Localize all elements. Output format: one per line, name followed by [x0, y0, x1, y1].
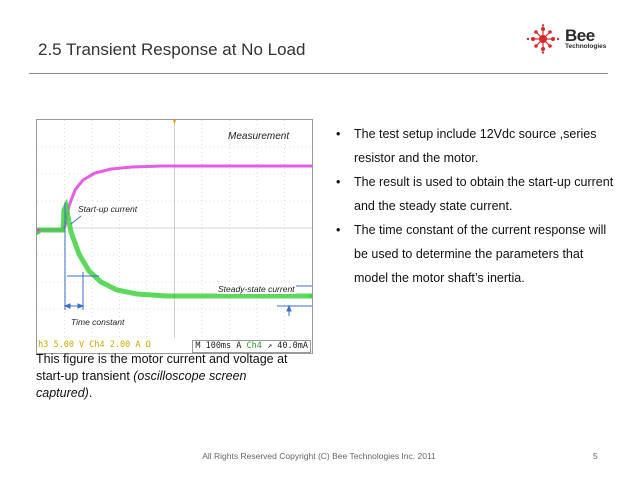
- start-up-current-label: Start-up current: [77, 204, 139, 214]
- bullet-item: • The time constant of the current respo…: [334, 218, 614, 290]
- bullet-list: • The test setup include 12Vdc source ,s…: [334, 122, 614, 290]
- title-rule: [29, 73, 608, 74]
- bullet-text: The test setup include 12Vdc source ,ser…: [354, 127, 597, 165]
- oscilloscope-screen: [37, 120, 312, 338]
- slide-title: 2.5 Transient Response at No Load: [38, 40, 306, 59]
- bullet-icon: •: [336, 175, 341, 189]
- oscilloscope-figure: Measurement Start-up current Steady-stat…: [36, 119, 313, 354]
- trigger-mode: A: [236, 341, 242, 351]
- trigger-slope-icon: ↗: [267, 341, 273, 351]
- trigger-level: 40.0mA: [277, 341, 308, 351]
- logo-name: Bee: [565, 26, 595, 45]
- caption-italic: (oscilloscope screen captured): [36, 369, 247, 400]
- scope-left-readout: Ch3 5.00 V Ch4 2.00 A Ω: [36, 340, 151, 350]
- footer-copyright: All Rights Reserved Copyright (C) Bee Te…: [202, 451, 436, 461]
- bullet-icon: •: [336, 223, 341, 237]
- scope-status-bar: Ch3 5.00 V Ch4 2.00 A Ω M 100ms A Ch4 ↗ …: [37, 339, 312, 353]
- bullet-text: The result is used to obtain the start-u…: [354, 175, 614, 213]
- bullet-text: The time constant of the current respons…: [354, 223, 607, 285]
- bullet-icon: •: [336, 127, 341, 141]
- steady-state-current-label: Steady-state current: [217, 284, 296, 294]
- trigger-channel: Ch4: [246, 341, 262, 351]
- bullet-item: • The test setup include 12Vdc source ,s…: [334, 122, 614, 170]
- figure-caption: This figure is the motor current and vol…: [36, 351, 301, 402]
- bee-logo: Bee Technologies: [525, 24, 615, 54]
- bullet-item: • The result is used to obtain the start…: [334, 170, 614, 218]
- page-number: 5: [593, 451, 598, 461]
- caption-end: .: [88, 386, 93, 400]
- current-trace: [37, 198, 312, 299]
- timebase-value: M 100ms: [195, 341, 232, 351]
- bee-mark-icon: [526, 24, 560, 54]
- caption-text: This figure is the motor current and vol…: [36, 352, 288, 383]
- scope-trigger-readout: M 100ms A Ch4 ↗ 40.0mA: [192, 340, 311, 353]
- measurement-label: Measurement: [228, 131, 290, 142]
- time-constant-label: Time constant: [70, 317, 126, 327]
- logo-subtitle: Technologies: [565, 43, 607, 50]
